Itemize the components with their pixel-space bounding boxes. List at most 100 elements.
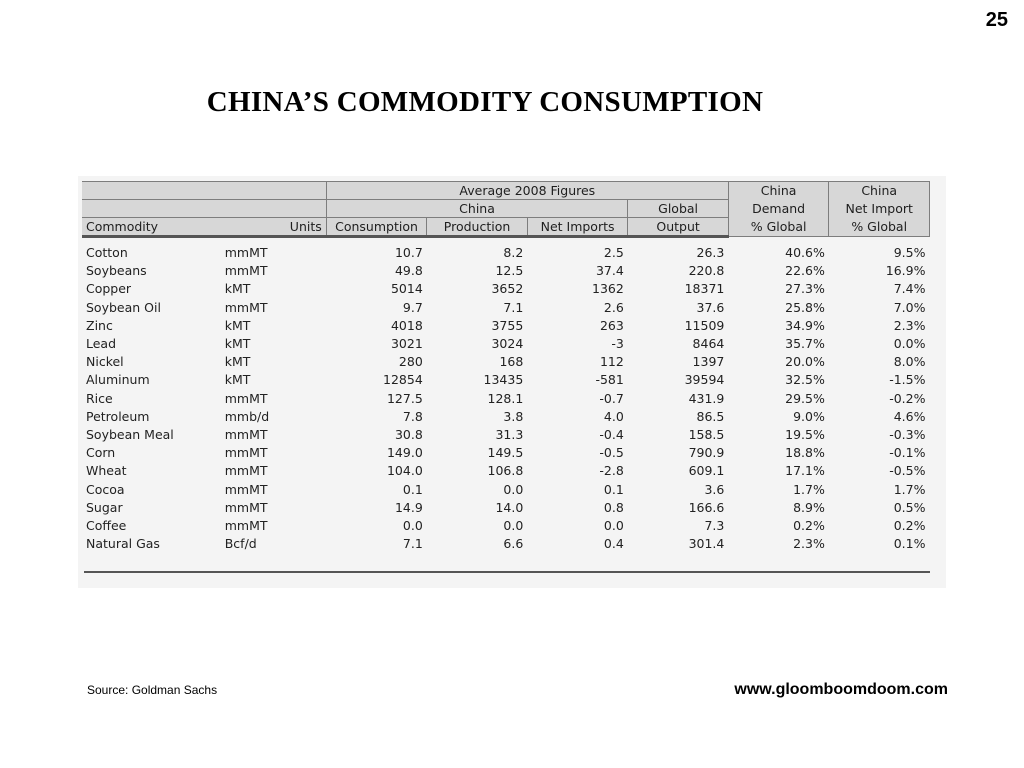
net-imports-cell: 1362 [592, 281, 624, 297]
net-imports-cell: 0.4 [603, 536, 624, 552]
commodity-cell: Zinc [86, 317, 113, 333]
demand-pct-cell: 34.9% [785, 317, 825, 333]
consumption-cell: 10.7 [394, 245, 423, 260]
commodity-cell: Aluminum [86, 372, 150, 388]
consumption-cell: 149.0 [386, 445, 423, 461]
production-cell: 0.0 [503, 518, 524, 534]
table-row: Coffee mmMT 0.0 0.0 0.0 7.3 0.2% 0.2% [82, 517, 930, 535]
net-import-pct-cell: -0.2% [889, 390, 926, 406]
units-cell: mmMT [224, 481, 268, 497]
global-output-cell: 11509 [684, 317, 725, 333]
demand-pct-cell: 40.6% [785, 244, 825, 260]
demand-pct-cell: 20.0% [785, 354, 825, 370]
commodity-cell: Rice [86, 390, 113, 406]
demand-pct-cell: 0.2% [793, 518, 825, 534]
units-cell: mmMT [224, 427, 268, 443]
production-cell: 3.8 [503, 408, 524, 424]
commodity-cell: Soybean Meal [86, 427, 174, 443]
demand-pct-cell: 27.3% [785, 281, 825, 297]
table-row: Wheat mmMT 104.0 106.8 -2.8 609.1 17.1% -0.5% [82, 462, 930, 480]
table-row: Corn mmMT 149.0 149.5 -0.5 790.9 18.8% -0.1% [82, 444, 930, 462]
units-cell: kMT [224, 336, 251, 352]
header-line: Net Import [845, 201, 913, 216]
header-blank-cell [82, 181, 221, 200]
production-cell: 8.2 [503, 245, 524, 260]
demand-pct-cell: 19.5% [785, 427, 825, 443]
units-cell: kMT [224, 317, 251, 333]
header-china-net-import-pct: China Net Import % Global [828, 181, 930, 237]
website-url: www.gloomboomdoom.com [734, 681, 948, 698]
header-china-group: China [325, 199, 629, 218]
consumption-cell: 0.0 [402, 518, 423, 534]
net-imports-cell: 0.1 [603, 481, 624, 497]
production-cell: 149.5 [487, 445, 524, 461]
global-output-cell: 37.6 [696, 299, 725, 315]
table-row: Cotton mmMT 10.7 8.2 2.5 26.3 40.6% 9.5% [82, 237, 930, 263]
header-line: Demand [752, 201, 806, 216]
production-cell: 168 [499, 354, 524, 370]
consumption-cell: 7.8 [402, 408, 423, 424]
commodity-cell: Sugar [86, 499, 123, 515]
table-row: Aluminum kMT 12854 13435 -581 39594 32.5% -1.5% [82, 371, 930, 389]
production-cell: 12.5 [495, 263, 524, 279]
consumption-cell: 3021 [390, 336, 423, 352]
units-cell: mmMT [224, 445, 268, 461]
units-cell: mmMT [224, 499, 268, 515]
net-import-pct-cell: 0.2% [893, 518, 926, 534]
header-blank-cell [220, 199, 327, 218]
net-import-pct-cell: 0.0% [893, 336, 926, 352]
commodity-cell: Copper [86, 281, 132, 297]
header-production: Production [426, 217, 528, 238]
table-row: Lead kMT 3021 3024 -3 8464 35.7% 0.0% [82, 335, 930, 353]
header-line: % Global [750, 219, 807, 234]
units-cell: mmb/d [224, 408, 270, 424]
page-number: 25 [985, 9, 1008, 31]
table-row: Sugar mmMT 14.9 14.0 0.8 166.6 8.9% 0.5% [82, 499, 930, 517]
production-cell: 31.3 [495, 427, 524, 443]
consumption-cell: 5014 [390, 281, 423, 297]
header-china-demand-pct: China Demand % Global [727, 181, 830, 237]
table-bottom-rule [84, 571, 930, 573]
source-note: Source: Goldman Sachs [87, 683, 218, 697]
table-row: Petroleum mmb/d 7.8 3.8 4.0 86.5 9.0% 4.6% [82, 408, 930, 426]
header-units: Units [220, 217, 327, 238]
net-import-pct-cell: 9.5% [893, 244, 926, 260]
net-import-pct-cell: 16.9% [885, 263, 926, 279]
net-imports-cell: 0.8 [603, 499, 624, 515]
table-scan-background [78, 176, 946, 588]
demand-pct-cell: 9.0% [793, 408, 825, 424]
global-output-cell: 609.1 [688, 463, 725, 479]
table-row: Zinc kMT 4018 3755 263 11509 34.9% 2.3% [82, 317, 930, 335]
header-line: China [760, 183, 797, 198]
demand-pct-cell: 35.7% [785, 336, 825, 352]
commodity-cell: Corn [86, 445, 116, 461]
consumption-cell: 9.7 [402, 299, 423, 315]
net-imports-cell: -0.4 [599, 427, 624, 443]
demand-pct-cell: 25.8% [785, 299, 825, 315]
net-import-pct-cell: -0.1% [889, 445, 926, 461]
commodity-cell: Soybeans [86, 263, 147, 279]
net-imports-cell: -3 [611, 336, 624, 352]
commodity-cell: Coffee [86, 518, 127, 534]
production-cell: 14.0 [495, 499, 524, 515]
units-cell: mmMT [224, 263, 268, 279]
commodity-cell: Cotton [86, 245, 128, 260]
net-import-pct-cell: 4.6% [893, 408, 926, 424]
table-body: Cotton mmMT 10.7 8.2 2.5 26.3 40.6% 9.5% Soybean… [82, 237, 930, 554]
units-cell: kMT [224, 354, 251, 370]
net-imports-cell: 2.6 [603, 299, 624, 315]
table-row: Soybean Meal mmMT 30.8 31.3 -0.4 158.5 19.5% -0… [82, 426, 930, 444]
net-imports-cell: 0.0 [603, 518, 624, 534]
net-import-pct-cell: 7.4% [893, 281, 926, 297]
header-line: % Global [851, 219, 908, 234]
table-row: Copper kMT 5014 3652 1362 18371 27.3% 7.4% [82, 280, 930, 298]
net-imports-cell: 2.5 [603, 245, 624, 260]
header-blank-cell [82, 199, 221, 218]
units-cell: mmMT [224, 390, 268, 406]
consumption-cell: 4018 [390, 317, 423, 333]
production-cell: 0.0 [503, 481, 524, 497]
units-cell: Bcf/d [224, 536, 257, 552]
production-cell: 128.1 [487, 390, 524, 406]
global-output-cell: 431.9 [688, 390, 725, 406]
consumption-cell: 12854 [383, 372, 423, 388]
